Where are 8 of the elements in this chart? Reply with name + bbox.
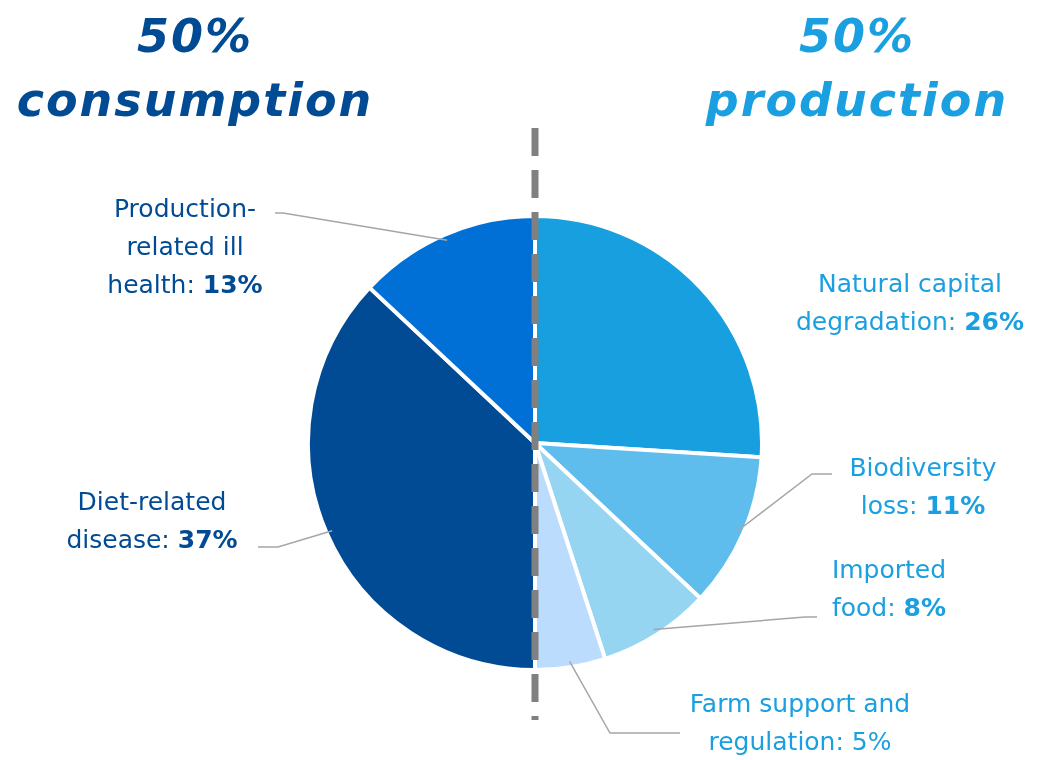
slice-label: Production-related ill health: 13% — [107, 194, 263, 299]
text: 50% production — [704, 9, 1009, 127]
slice-label: Imported food: 8% — [831, 555, 947, 622]
slice-label: Diet-related disease: 37% — [66, 487, 238, 554]
slice-label: Farm support and regulation: 5% — [689, 689, 911, 756]
slice-label: Natural capital degradation: 26% — [795, 269, 1025, 336]
text: 50% consumption — [16, 9, 374, 127]
slice-label: Biodiversity loss: 11% — [849, 453, 997, 520]
